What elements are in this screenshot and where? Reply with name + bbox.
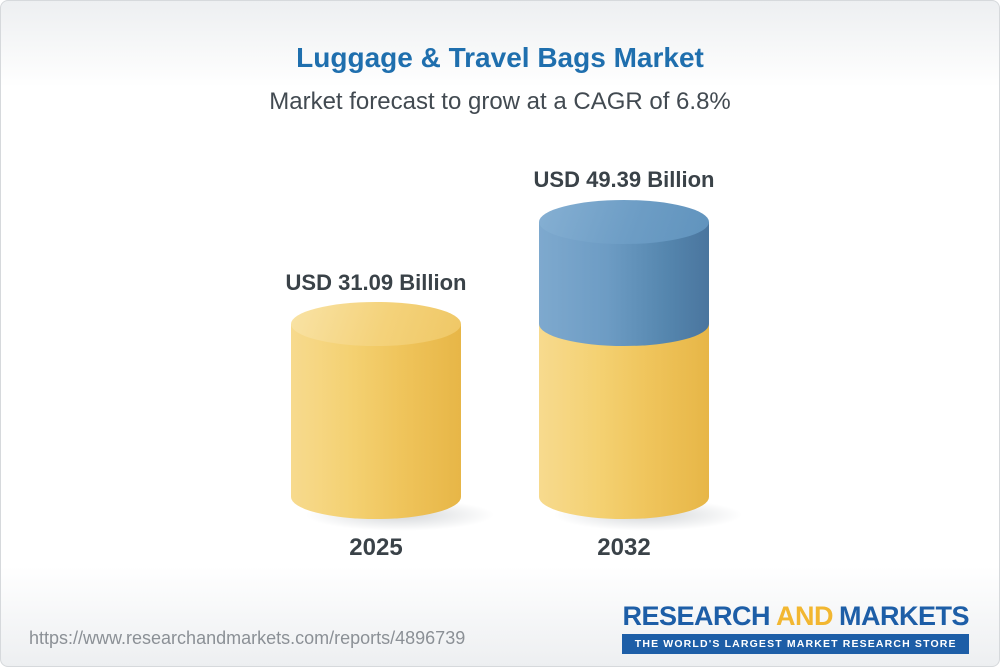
report-url[interactable]: https://www.researchandmarkets.com/repor… — [29, 628, 466, 648]
chart-subtitle: Market forecast to grow at a CAGR of 6.8… — [269, 88, 731, 115]
bar-2025 — [291, 301, 495, 531]
value-label-2025: USD 31.09 Billion — [285, 270, 467, 295]
bar-2032 — [539, 199, 743, 531]
bar-2032-yellow-segment — [539, 323, 709, 519]
category-label-2025: 2025 — [349, 534, 403, 561]
bar-2032-top-ellipse — [539, 199, 709, 244]
bar-2032-blue-segment — [539, 221, 709, 346]
value-label-2032: USD 49.39 Billion — [533, 167, 715, 192]
category-label-2032: 2032 — [597, 534, 651, 561]
chart-title: Luggage & Travel Bags Market — [296, 42, 704, 73]
bar-2025-top-ellipse — [291, 301, 461, 346]
logo-word-markets: MARKETS — [839, 601, 970, 631]
logo-word-research: RESEARCH — [622, 601, 770, 631]
logo-wordmark: RESEARCH AND MARKETS — [622, 603, 969, 630]
logo-word-and: AND — [776, 601, 834, 631]
bar-2025-body — [291, 323, 461, 519]
bar-2032-segment-junction-ellipse — [539, 301, 709, 346]
logo-tagline: THE WORLD'S LARGEST MARKET RESEARCH STOR… — [622, 634, 969, 654]
researchandmarkets-logo: RESEARCH AND MARKETS THE WORLD'S LARGEST… — [622, 603, 970, 654]
